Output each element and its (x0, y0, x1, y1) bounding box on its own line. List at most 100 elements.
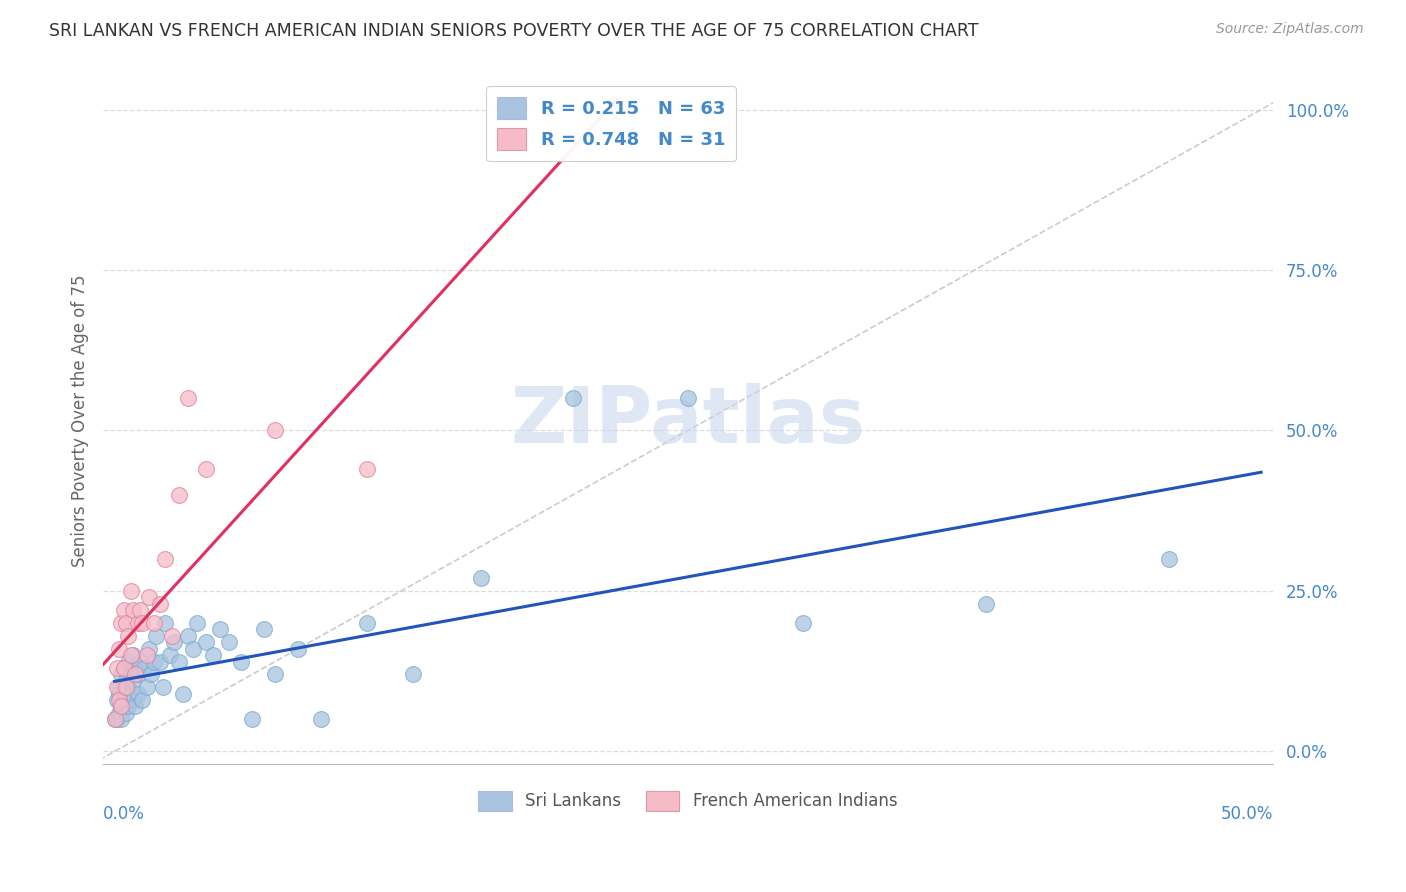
Point (792, 615, 814, 630)
Point (108, 693, 131, 707)
Point (141, 667, 163, 681)
Point (124, 699, 146, 714)
Point (108, 706, 131, 720)
Point (287, 641, 309, 656)
Point (974, 597, 997, 611)
Point (177, 392, 200, 406)
Point (167, 655, 190, 669)
Point (607, 103, 630, 117)
Point (110, 712, 132, 726)
Point (105, 693, 128, 707)
Point (105, 661, 128, 675)
Point (676, 392, 699, 406)
Point (142, 615, 165, 630)
Point (149, 597, 172, 611)
Point (253, 623, 276, 637)
Point (186, 615, 208, 630)
Point (402, 667, 425, 681)
Point (108, 641, 131, 656)
Point (120, 687, 142, 701)
Point (117, 655, 139, 669)
Legend: Sri Lankans, French American Indians: Sri Lankans, French American Indians (472, 784, 904, 818)
Text: 0.0%: 0.0% (103, 805, 145, 823)
Point (356, 615, 378, 630)
Point (108, 687, 131, 701)
Point (127, 687, 149, 701)
Text: 50.0%: 50.0% (1220, 805, 1272, 823)
Text: ZIPatlas: ZIPatlas (510, 383, 865, 458)
Point (195, 462, 218, 476)
Point (202, 648, 225, 662)
Point (128, 603, 150, 617)
Point (112, 661, 135, 675)
Point (264, 424, 287, 438)
Point (309, 712, 332, 726)
Point (117, 629, 139, 643)
Point (1159, 552, 1181, 566)
Point (160, 629, 183, 643)
Point (149, 655, 172, 669)
Point (112, 661, 135, 675)
Point (124, 667, 146, 681)
Point (167, 488, 190, 502)
Point (142, 655, 165, 669)
Point (229, 655, 252, 669)
Point (105, 680, 128, 694)
Point (110, 699, 132, 714)
Point (135, 680, 157, 694)
Point (105, 712, 128, 726)
Point (127, 667, 149, 681)
Point (131, 615, 153, 630)
Point (110, 615, 132, 630)
Point (153, 615, 176, 630)
Point (117, 699, 139, 714)
Point (145, 629, 167, 643)
Point (115, 673, 138, 688)
Point (120, 584, 142, 599)
Point (209, 623, 232, 637)
Point (470, 571, 492, 585)
Point (122, 673, 145, 688)
Point (181, 641, 204, 656)
Point (112, 603, 135, 617)
Point (152, 680, 174, 694)
Point (153, 552, 176, 566)
Point (120, 667, 142, 681)
Point (135, 648, 157, 662)
Point (138, 641, 160, 656)
Point (115, 680, 138, 694)
Point (356, 462, 378, 476)
Point (240, 712, 263, 726)
Point (195, 635, 218, 649)
Point (122, 603, 145, 617)
Point (218, 635, 240, 649)
Point (122, 648, 145, 662)
Point (172, 687, 194, 701)
Point (115, 615, 138, 630)
Point (120, 648, 142, 662)
Point (110, 667, 132, 681)
Point (163, 635, 186, 649)
Point (128, 655, 150, 669)
Y-axis label: Seniors Poverty Over the Age of 75: Seniors Poverty Over the Age of 75 (72, 275, 89, 567)
Point (108, 680, 131, 694)
Point (127, 615, 149, 630)
Point (104, 712, 127, 726)
Point (134, 661, 156, 675)
Point (115, 706, 138, 720)
Text: SRI LANKAN VS FRENCH AMERICAN INDIAN SENIORS POVERTY OVER THE AGE OF 75 CORRELAT: SRI LANKAN VS FRENCH AMERICAN INDIAN SEN… (49, 22, 979, 40)
Point (112, 693, 135, 707)
Point (112, 680, 135, 694)
Point (110, 699, 132, 714)
Point (104, 712, 127, 726)
Point (177, 629, 200, 643)
Point (138, 591, 160, 605)
Point (115, 687, 138, 701)
Point (159, 648, 181, 662)
Point (122, 693, 145, 707)
Point (562, 392, 585, 406)
Point (117, 680, 139, 694)
Point (131, 693, 153, 707)
Text: Source: ZipAtlas.com: Source: ZipAtlas.com (1216, 22, 1364, 37)
Point (124, 661, 146, 675)
